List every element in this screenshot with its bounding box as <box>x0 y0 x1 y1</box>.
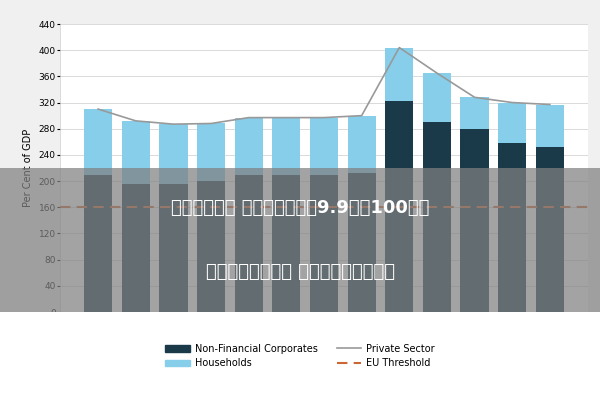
Bar <box>84 174 112 312</box>
Bar <box>122 184 150 312</box>
Bar <box>347 116 376 172</box>
Bar <box>159 124 188 184</box>
Bar <box>347 172 376 312</box>
Bar <box>536 104 564 147</box>
Bar <box>385 101 413 312</box>
Bar <box>122 121 150 184</box>
Bar <box>159 184 188 312</box>
Bar <box>460 97 489 129</box>
Bar <box>498 102 526 143</box>
Bar <box>536 147 564 312</box>
Text: 降价、做平价副牌 行业步入市场成熟期: 降价、做平价副牌 行业步入市场成熟期 <box>205 263 395 281</box>
Bar <box>197 181 225 312</box>
Bar <box>310 118 338 174</box>
Bar <box>197 124 225 181</box>
Bar <box>272 174 301 312</box>
Bar <box>84 109 112 174</box>
Bar <box>235 118 263 174</box>
Bar <box>423 122 451 312</box>
Y-axis label: Per Cent of GDP: Per Cent of GDP <box>23 129 33 207</box>
Bar <box>498 143 526 312</box>
Text: 股票配资神器 火锅也卷价格：9.9元抚100元、: 股票配资神器 火锅也卷价格：9.9元抚100元、 <box>171 199 429 217</box>
Bar <box>460 129 489 312</box>
Bar <box>423 73 451 122</box>
Bar <box>272 118 301 174</box>
Bar <box>385 48 413 101</box>
Bar <box>235 174 263 312</box>
Legend: Non-Financial Corporates, Households, Private Sector, EU Threshold: Non-Financial Corporates, Households, Pr… <box>166 344 434 368</box>
Bar <box>310 174 338 312</box>
